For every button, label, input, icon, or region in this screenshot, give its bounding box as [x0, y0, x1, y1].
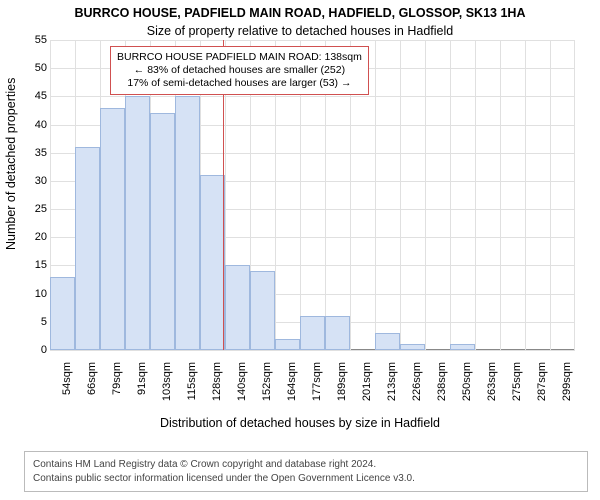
x-tick-label: 226sqm	[411, 362, 423, 422]
x-tick-label: 275sqm	[511, 362, 523, 422]
gridline-v	[425, 40, 426, 350]
x-tick-label: 299sqm	[561, 362, 573, 422]
x-tick-label: 287sqm	[536, 362, 548, 422]
gridline-v	[525, 40, 526, 350]
histogram-bar	[450, 344, 475, 350]
y-tick-label: 40	[7, 119, 47, 131]
y-tick-label: 45	[7, 90, 47, 102]
histogram-bar	[125, 96, 150, 350]
y-tick-label: 0	[7, 344, 47, 356]
gridline-v	[500, 40, 501, 350]
gridline-h	[50, 350, 575, 351]
gridline-v	[450, 40, 451, 350]
chart-container: BURRCO HOUSE, PADFIELD MAIN ROAD, HADFIE…	[0, 0, 600, 500]
histogram-bar	[250, 271, 275, 350]
chart-subtitle: Size of property relative to detached ho…	[0, 24, 600, 38]
y-tick-label: 25	[7, 203, 47, 215]
gridline-v	[574, 40, 575, 350]
histogram-bar	[375, 333, 400, 350]
x-tick-label: 140sqm	[236, 362, 248, 422]
x-tick-label: 66sqm	[86, 362, 98, 422]
histogram-bar	[275, 339, 300, 350]
y-tick-label: 5	[7, 316, 47, 328]
x-tick-label: 201sqm	[361, 362, 373, 422]
x-tick-label: 54sqm	[61, 362, 73, 422]
y-tick-label: 35	[7, 147, 47, 159]
x-tick-label: 91sqm	[136, 362, 148, 422]
x-tick-label: 164sqm	[286, 362, 298, 422]
callout-box: BURRCO HOUSE PADFIELD MAIN ROAD: 138sqm←…	[110, 46, 369, 95]
callout-line: BURRCO HOUSE PADFIELD MAIN ROAD: 138sqm	[117, 51, 362, 64]
y-tick-label: 55	[7, 34, 47, 46]
attribution-line-2: Contains public sector information licen…	[33, 472, 579, 486]
histogram-bar	[150, 113, 175, 350]
chart-title: BURRCO HOUSE, PADFIELD MAIN ROAD, HADFIE…	[0, 6, 600, 20]
x-tick-label: 189sqm	[336, 362, 348, 422]
x-tick-label: 152sqm	[261, 362, 273, 422]
x-tick-label: 128sqm	[211, 362, 223, 422]
histogram-bar	[325, 316, 350, 350]
attribution-line-1: Contains HM Land Registry data © Crown c…	[33, 458, 579, 472]
x-tick-label: 213sqm	[386, 362, 398, 422]
histogram-bar	[225, 265, 250, 350]
histogram-bar	[50, 277, 75, 350]
y-tick-label: 15	[7, 259, 47, 271]
histogram-bar	[100, 108, 125, 350]
histogram-bar	[75, 147, 100, 350]
gridline-v	[375, 40, 376, 350]
y-tick-label: 10	[7, 288, 47, 300]
histogram-bar	[300, 316, 325, 350]
gridline-v	[550, 40, 551, 350]
x-tick-label: 79sqm	[111, 362, 123, 422]
x-tick-label: 115sqm	[186, 362, 198, 422]
y-axis-label: Number of detached properties	[4, 78, 18, 250]
histogram-bar	[400, 344, 425, 350]
attribution-box: Contains HM Land Registry data © Crown c…	[24, 451, 588, 492]
y-tick-label: 30	[7, 175, 47, 187]
y-tick-label: 50	[7, 62, 47, 74]
gridline-v	[400, 40, 401, 350]
y-tick-label: 20	[7, 231, 47, 243]
histogram-bar	[200, 175, 225, 350]
x-tick-label: 103sqm	[161, 362, 173, 422]
x-tick-label: 263sqm	[486, 362, 498, 422]
callout-line: 17% of semi-detached houses are larger (…	[117, 77, 362, 90]
x-tick-label: 250sqm	[461, 362, 473, 422]
gridline-v	[475, 40, 476, 350]
gridline-h	[50, 40, 575, 41]
x-tick-label: 238sqm	[436, 362, 448, 422]
x-tick-label: 177sqm	[311, 362, 323, 422]
histogram-bar	[175, 96, 200, 350]
callout-line: ← 83% of detached houses are smaller (25…	[117, 64, 362, 77]
plot-area: BURRCO HOUSE PADFIELD MAIN ROAD: 138sqm←…	[50, 40, 575, 350]
